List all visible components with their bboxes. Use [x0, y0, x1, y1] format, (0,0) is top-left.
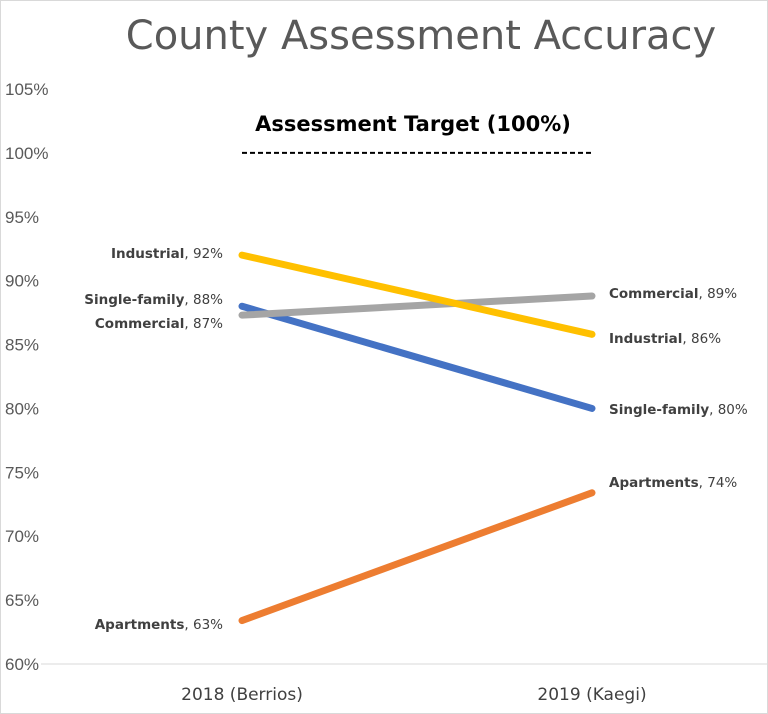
data-labels: Industrial, 92% Industrial, 86% Single-fam…	[84, 246, 748, 633]
data-label-series-name: Single-family	[609, 402, 709, 418]
data-label-value: 87%	[193, 316, 223, 332]
data-label-single-family: Single-family, 80%	[609, 402, 748, 418]
x-category-label: 2019 (Kaegi)	[537, 685, 646, 705]
data-label-apartments: Apartments, 63%	[95, 617, 223, 633]
y-tick-label: 105%	[5, 80, 48, 99]
data-label-series-name: Industrial	[609, 331, 682, 347]
y-tick-label: 85%	[5, 336, 39, 355]
data-label-value: 80%	[718, 402, 748, 418]
data-label-value: 63%	[193, 617, 223, 633]
y-tick-label: 95%	[5, 208, 39, 227]
data-label-value: 74%	[707, 475, 737, 491]
data-label-series-name: Single-family	[84, 292, 184, 308]
y-tick-label: 75%	[5, 463, 39, 482]
y-tick-label: 90%	[5, 272, 39, 291]
chart-title: County Assessment Accuracy	[126, 13, 716, 59]
data-label-series-name: Commercial	[609, 286, 699, 302]
y-tick-label: 65%	[5, 591, 39, 610]
data-label-industrial: Industrial, 86%	[609, 331, 721, 347]
data-label-series-name: Apartments	[609, 475, 699, 491]
series-line-apartments	[238, 489, 596, 625]
x-axis-categories: 2018 (Berrios) 2019 (Kaegi)	[181, 685, 646, 705]
assessment-target: Assessment Target (100%)	[242, 112, 592, 154]
data-label-series-name: Apartments	[95, 617, 185, 633]
series-line-single-family	[238, 302, 596, 412]
data-label-value: 89%	[707, 286, 737, 302]
data-label-single-family: Single-family, 88%	[84, 292, 223, 308]
data-label-industrial: Industrial, 92%	[111, 246, 223, 262]
data-label-commercial: Commercial, 87%	[95, 316, 223, 332]
y-tick-label: 70%	[5, 527, 39, 546]
y-axis-ticks: 60% 65% 70% 75% 80% 85% 90% 95% 100% 105%	[5, 80, 48, 674]
target-label: Assessment Target (100%)	[255, 112, 571, 136]
y-tick-label: 80%	[5, 399, 39, 418]
series-lines	[238, 251, 596, 625]
series-line-commercial	[238, 292, 596, 319]
data-label-commercial: Commercial, 89%	[609, 286, 737, 302]
data-label-value: 92%	[193, 246, 223, 262]
data-label-series-name: Industrial	[111, 246, 184, 262]
y-tick-label: 60%	[5, 655, 39, 674]
x-category-label: 2018 (Berrios)	[181, 685, 303, 705]
data-label-series-name: Commercial	[95, 316, 185, 332]
data-label-value: 86%	[691, 331, 721, 347]
series-line-industrial	[238, 251, 596, 338]
data-label-apartments: Apartments, 74%	[609, 475, 737, 491]
y-tick-label: 100%	[5, 144, 48, 163]
data-label-value: 88%	[193, 292, 223, 308]
